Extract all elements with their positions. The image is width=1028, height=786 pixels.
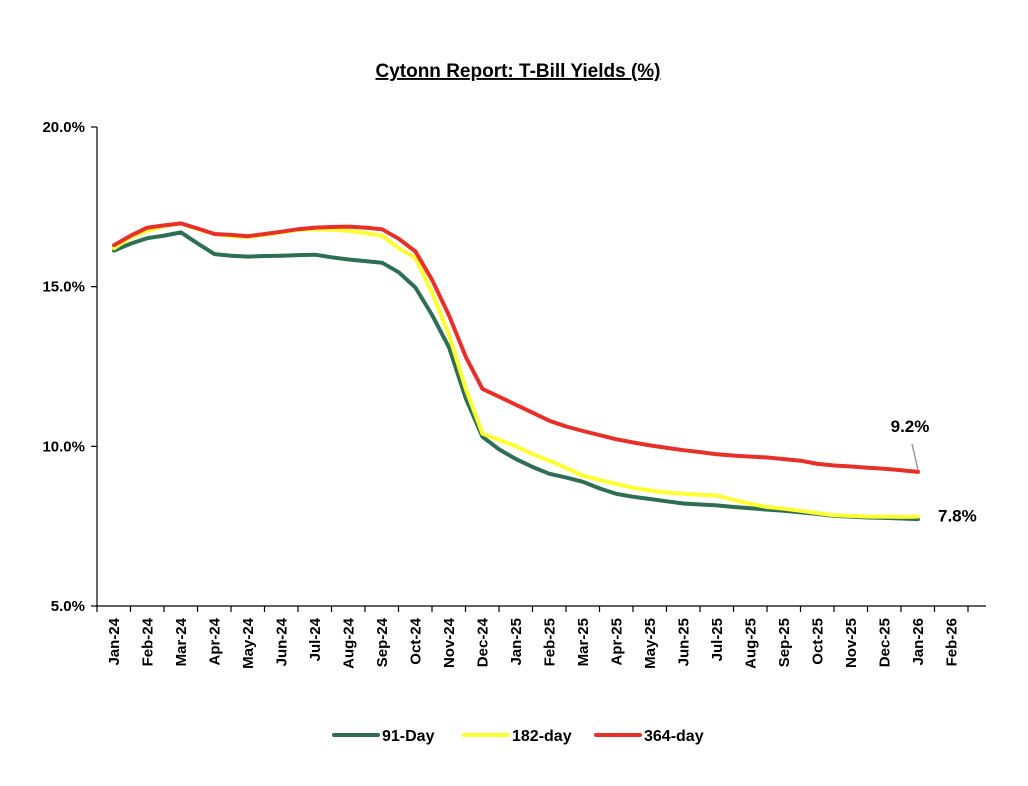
y-tick-label: 10.0%: [42, 438, 85, 455]
y-tick-label: 15.0%: [42, 279, 85, 296]
x-tick-label: Oct-25: [810, 618, 827, 665]
x-tick-label: Jan-26: [910, 618, 927, 666]
legend-label-91-day: 91-Day: [382, 728, 435, 745]
legend-label-364-day: 364-day: [644, 728, 704, 745]
x-tick-label: Apr-24: [207, 617, 224, 665]
x-tick-label: Mar-25: [575, 618, 592, 666]
chart-title: Cytonn Report: T-Bill Yields (%): [375, 61, 660, 82]
x-tick-label: Jan-25: [508, 618, 525, 666]
x-tick-label: Jul-24: [307, 617, 324, 661]
annotation-364-day: 9.2%: [891, 417, 930, 436]
x-tick-label: Jan-24: [106, 617, 123, 665]
x-tick-label: Sep-25: [776, 618, 793, 667]
axes: 5.0% 10.0% 15.0% 20.0% Jan-24 Feb-24 Mar-24 Apr…: [42, 119, 986, 669]
y-tick-label: 5.0%: [51, 598, 85, 615]
x-tick-label: Sep-24: [374, 617, 391, 667]
x-tick-label: Jun-25: [676, 618, 693, 666]
legend: 91-Day 182-day 364-day: [332, 728, 704, 745]
x-tick-label: Nov-25: [843, 618, 860, 668]
annotation-182-day: 7.8%: [938, 507, 977, 526]
x-tick-label: Apr-25: [609, 618, 626, 666]
x-tick-label: Mar-24: [173, 617, 190, 666]
series-line-364-day: [112, 221, 920, 474]
legend-label-182-day: 182-day: [512, 728, 572, 745]
y-tick-label: 20.0%: [42, 119, 85, 136]
x-tick-label: Feb-26: [944, 618, 961, 666]
x-tick-label: Feb-25: [542, 618, 559, 666]
series-line-91-day: [112, 230, 920, 522]
series-lines: [112, 221, 920, 522]
annotation-leader: [911, 443, 919, 471]
series-line-182-day: [112, 221, 920, 519]
x-tick-label: Dec-24: [475, 617, 492, 667]
x-tick-label: Aug-25: [743, 618, 760, 669]
x-tick-label: May-25: [642, 618, 659, 669]
x-tick-label: Jul-25: [709, 618, 726, 661]
x-tick-label: Nov-24: [441, 617, 458, 668]
x-tick-label: Feb-24: [140, 617, 157, 666]
annotations: 9.2% 7.8%: [891, 417, 977, 526]
x-tick-label: Dec-25: [877, 618, 894, 667]
x-tick-label: May-24: [240, 617, 257, 669]
x-tick-label: Oct-24: [408, 617, 425, 664]
x-tick-label: Aug-24: [341, 617, 358, 668]
x-tick-label: Jun-24: [274, 617, 291, 666]
